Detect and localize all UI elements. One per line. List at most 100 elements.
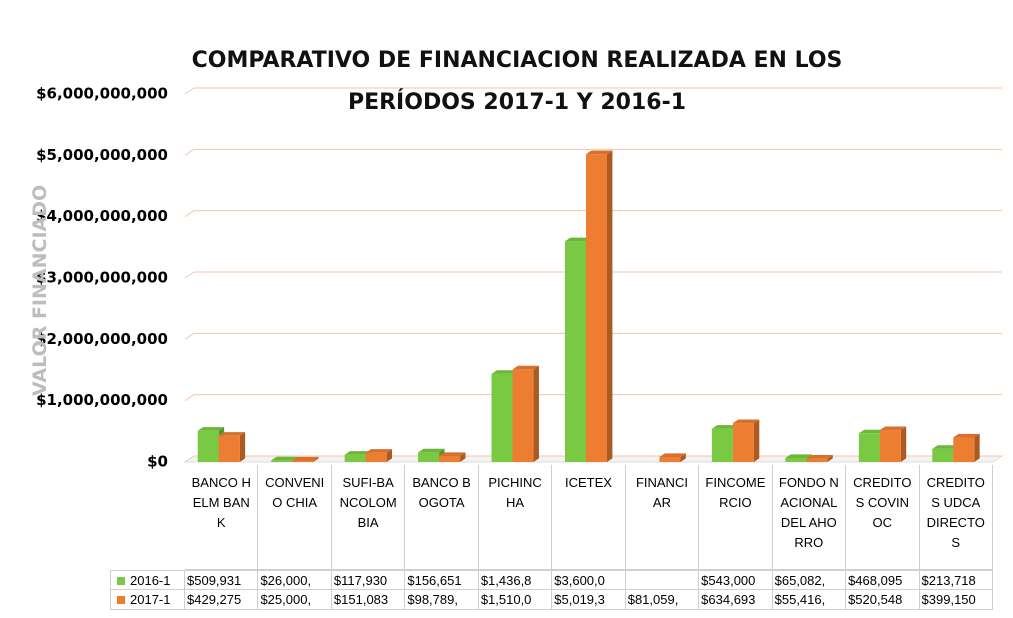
table-value: $98,789,: [405, 590, 479, 610]
bar-side: [900, 426, 907, 462]
x-tick-label: BANCO BOGOTA: [405, 465, 479, 570]
bar: [565, 241, 586, 462]
grid-line: [184, 148, 1002, 156]
bar-side: [680, 453, 686, 462]
bar: [932, 448, 954, 462]
table-value: $634,693: [699, 590, 773, 610]
bar: [365, 452, 387, 462]
y-tick-label: $0: [147, 453, 168, 471]
bar-top: [271, 456, 298, 461]
x-tick-label: FONDO NACIONAL DEL AHORRO: [772, 465, 847, 570]
bar: [218, 435, 240, 462]
bar-top: [932, 445, 959, 449]
legend-swatch: [117, 577, 125, 585]
bar-side: [313, 456, 319, 462]
bar: [292, 460, 314, 462]
table-value: $117,930: [331, 570, 406, 590]
bar-side: [827, 455, 833, 462]
bar-top: [418, 448, 445, 453]
chart-title: COMPARATIVO DE FINANCIACION REALIZADA EN…: [191, 48, 843, 115]
y-tick-label: $1,000,000,000: [36, 391, 168, 409]
bar: [732, 423, 754, 462]
table-value: $25,000,: [258, 590, 332, 610]
y-tick-label: $6,000,000,000: [36, 85, 168, 103]
table-value: $543,000: [699, 570, 773, 590]
grid-line: [184, 332, 1002, 340]
x-tick-label: PICHINCHA: [478, 465, 553, 570]
bar: [418, 452, 440, 462]
bar: [659, 457, 681, 462]
x-tick-label: FINCOMERCIO: [699, 465, 773, 570]
table-value: $520,548: [846, 590, 920, 610]
x-tick-label: BANCO HELM BANK: [185, 465, 259, 570]
bar-top: [365, 449, 393, 453]
bar-top: [218, 432, 246, 436]
table-value: $5,019,3: [552, 590, 626, 610]
table-value: $81,059,: [625, 590, 700, 610]
bar-top: [953, 433, 980, 438]
bar: [953, 437, 975, 462]
bar: [344, 454, 366, 462]
bar-top: [806, 455, 833, 459]
bar-side: [239, 432, 246, 462]
bar-top: [197, 427, 225, 431]
bar-top: [785, 454, 812, 459]
bar-side: [974, 433, 980, 462]
bar-side: [753, 419, 760, 462]
bar: [711, 428, 733, 462]
x-tick-label: CONVENIO CHIA: [258, 465, 332, 570]
bar: [586, 154, 607, 462]
x-tick-label: CREDITOS COVINOC: [846, 465, 920, 570]
bar-top: [659, 453, 686, 458]
bar-side: [607, 150, 613, 462]
table-value: $1,510,0: [478, 590, 553, 610]
grid-line: [184, 394, 1002, 402]
legend-entry: 2017-1: [110, 590, 185, 610]
x-tick-label: FINANCIAR: [625, 465, 700, 570]
bar: [879, 430, 901, 462]
bar: [197, 430, 219, 462]
y-tick-label: $3,000,000,000: [36, 269, 168, 287]
table-value: $399,150: [919, 590, 993, 610]
table-value: $213,718: [919, 570, 993, 590]
y-tick-label: $2,000,000,000: [36, 330, 168, 348]
table-value: $151,083: [331, 590, 406, 610]
x-tick-label: ICETEX: [552, 465, 626, 570]
bar: [858, 433, 880, 462]
bar-top: [344, 451, 372, 455]
table-value: $509,931: [185, 570, 259, 590]
bar-side: [460, 452, 466, 462]
table-value: $55,416,: [772, 590, 847, 610]
bar-top: [858, 429, 886, 434]
bar-top: [491, 370, 518, 374]
grid-line: [184, 210, 1002, 218]
legend-swatch: [117, 596, 125, 604]
table-value: $468,095: [846, 570, 920, 590]
table-value: $26,000,: [258, 570, 332, 590]
legend-label: 2017-1: [130, 592, 171, 607]
table-value: $429,275: [185, 590, 259, 610]
bar-top: [732, 419, 760, 424]
bar: [491, 373, 513, 462]
legend-entry: 2016-1: [110, 570, 185, 590]
table-value: $3,600,0: [552, 570, 626, 590]
bar: [785, 458, 807, 462]
bar-side: [533, 365, 539, 462]
bar: [439, 455, 461, 462]
table-value: $65,082,: [772, 570, 847, 590]
bar-side: [386, 449, 393, 462]
bar: [271, 460, 293, 462]
bar-top: [711, 425, 739, 429]
grid-line: [184, 87, 1002, 95]
bar-top: [512, 365, 539, 370]
bar-top: [292, 456, 319, 461]
table-value: $1,436,8: [478, 570, 553, 590]
bar-top: [565, 237, 592, 242]
bar: [512, 369, 534, 462]
y-tick-label: $5,000,000,000: [36, 146, 168, 164]
x-tick-label: SUFI-BANCOLOMBIA: [331, 465, 406, 570]
y-tick-label: $4,000,000,000: [36, 207, 168, 225]
x-tick-label: CREDITOS UDCA DIRECTOS: [919, 465, 993, 570]
